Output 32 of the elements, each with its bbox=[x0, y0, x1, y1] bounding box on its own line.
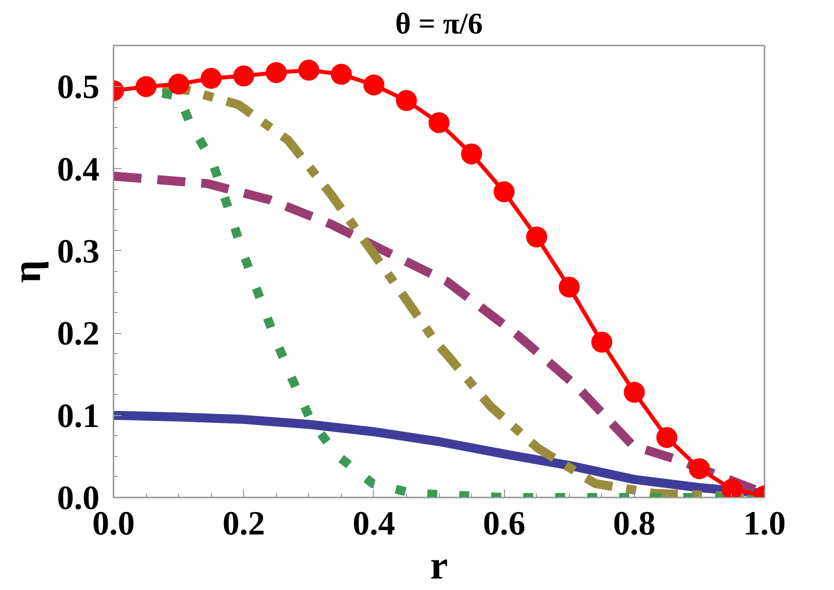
x-tick-label: 0.2 bbox=[222, 506, 265, 542]
point bbox=[721, 478, 742, 498]
point bbox=[656, 427, 678, 448]
point bbox=[136, 76, 157, 98]
x-tick-label: 1.0 bbox=[743, 506, 786, 542]
x-tick-label: 0.4 bbox=[352, 506, 396, 542]
chart-title: θ = π/6 bbox=[395, 8, 483, 40]
y-tick-label: 0.3 bbox=[57, 233, 100, 270]
x-axis-title: r bbox=[430, 542, 448, 588]
point bbox=[330, 64, 352, 85]
y-tick-label: 0.4 bbox=[57, 151, 100, 188]
point bbox=[591, 332, 612, 353]
x-tick-label: 0.8 bbox=[613, 506, 656, 542]
x-tick-label: 0.6 bbox=[482, 506, 526, 542]
y-tick-label: 0.2 bbox=[57, 316, 100, 353]
y-tick-label: 0.5 bbox=[57, 69, 100, 106]
point bbox=[526, 226, 548, 248]
point bbox=[266, 62, 287, 84]
point bbox=[200, 68, 222, 89]
point bbox=[624, 382, 645, 403]
point bbox=[363, 74, 384, 96]
point bbox=[494, 181, 515, 202]
point bbox=[688, 458, 710, 480]
point bbox=[168, 74, 190, 95]
point bbox=[558, 276, 580, 298]
point bbox=[298, 60, 320, 81]
point bbox=[396, 90, 417, 112]
point bbox=[233, 65, 254, 86]
point bbox=[461, 144, 482, 164]
y-axis-title: η bbox=[4, 260, 49, 283]
y-tick-label: 0.1 bbox=[57, 398, 100, 435]
point bbox=[428, 112, 450, 134]
